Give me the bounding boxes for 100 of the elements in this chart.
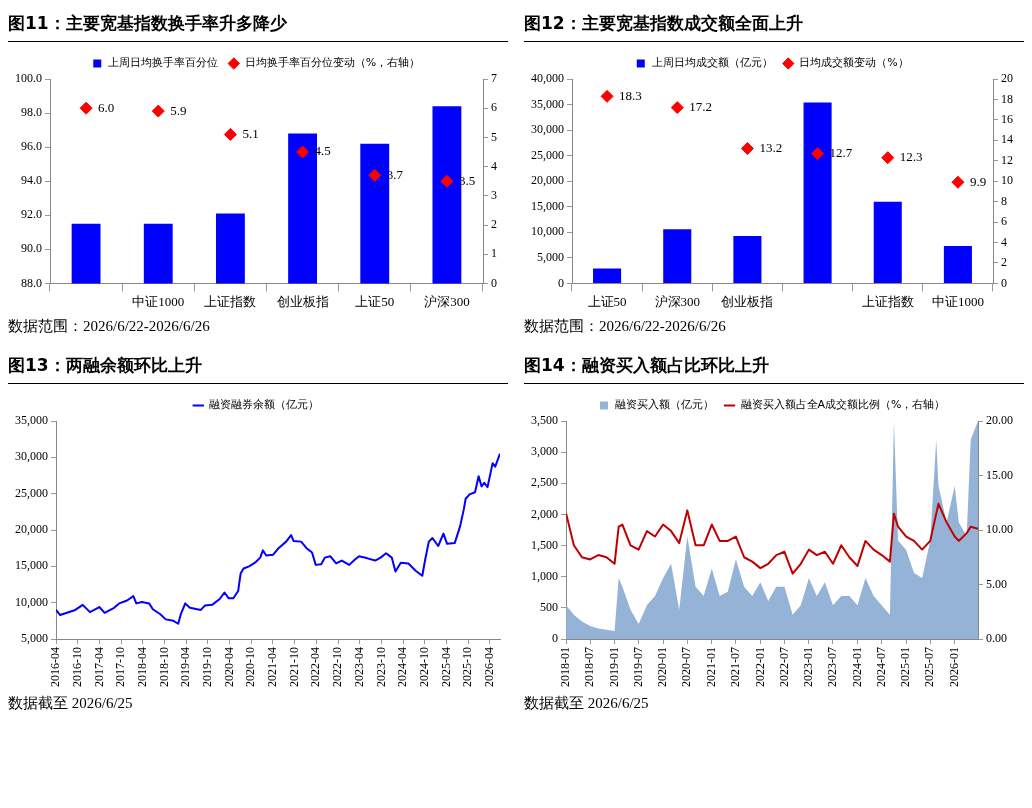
y-tick-label: 1,500 [531,537,558,552]
x-tick-label: 2020-07 [679,647,694,687]
legend-label: 日均换手率百分位变动（%，右轴） [244,56,421,70]
data-label: 12.3 [899,149,923,165]
x-tick-label: 2019-01 [606,647,621,687]
y-tick-label: 3,000 [531,444,558,459]
y-tick-label: 90.0 [21,241,42,256]
y-tick-label: 88.0 [21,275,42,290]
text: 数据截至 2026/6/25 [8,694,134,713]
y2-tick-label: 15.00 [986,467,1013,482]
bar [803,102,832,283]
x-tick-label: 2021-01 [703,647,718,687]
x-tick-label: 2022-10 [330,647,345,687]
x-tick-label: 2020-01 [655,647,670,687]
y-tick-label: 92.0 [21,207,42,222]
y2-tick-label: 16 [1001,112,1013,127]
x-tick-label: 2022-07 [776,647,791,687]
point [440,174,454,188]
y-tick-label: 500 [540,600,558,615]
x-tick-label: 2025-07 [922,647,937,687]
y2-tick-label: 1 [491,246,497,261]
text: 数据截至 2026/6/25 [524,694,650,713]
y2-tick-label: 2 [491,217,497,232]
x-tick-label: 2023-01 [801,647,816,687]
y2-tick-label: 4 [491,158,497,173]
text: 数据范围：2026/6/22-2026/6/26 [8,317,211,336]
x-tick-label: 2025-10 [460,647,475,687]
legend-label: 上周日均成交额（亿元） [651,56,773,70]
y-tick-label: 15,000 [15,558,48,573]
y-tick-label: 0 [558,275,564,290]
x-tick-label: 沪深300 [424,293,470,309]
chart-title: 图12：主要宽基指数成交额全面上升 [524,8,1024,42]
x-tick-label: 2026-04 [482,647,497,687]
point [951,175,965,189]
x-tick-label: 2022-04 [308,647,323,687]
x-tick-label: 2020-04 [221,647,236,687]
x-tick-label: 2018-04 [134,647,149,687]
y2-tick-label: 0.00 [986,631,1007,646]
x-tick-label: 2017-10 [113,647,128,687]
x-tick-label: 2018-10 [156,647,171,687]
bar [733,235,762,283]
x-tick-label: 创业板指 [276,293,329,309]
y2-tick-label: 3 [491,187,497,202]
x-tick-label: 中证1000 [931,293,984,309]
y2-tick-label: 8 [1001,193,1007,208]
x-tick-label: 上证50 [355,293,395,309]
data-label: 13.2 [759,139,783,155]
x-tick-label: 2023-10 [373,647,388,687]
bar [873,201,902,283]
chart-title: 图14：融资买入额占比环比上升 [524,350,1024,384]
y-tick-label: 5,000 [21,631,48,646]
y-tick-label: 15,000 [531,198,564,213]
x-tick-label: 2025-04 [438,647,453,687]
y2-tick-label: 0 [491,275,497,290]
x-tick-label: 2023-04 [351,647,366,687]
data-label: 5.1 [242,125,259,141]
point [600,89,614,103]
x-tick-label: 2021-10 [286,647,301,687]
y-tick-label: 1,000 [531,568,558,583]
x-tick-label: 上证指数 [861,293,914,309]
point [740,142,754,155]
x-tick-label: 2025-01 [898,647,913,687]
x-tick-label: 2026-01 [946,647,961,687]
bar [593,268,622,283]
x-tick-label: 2019-07 [630,647,645,687]
legend-label: 融资买入额占全A成交额比例（%，右轴） [740,398,946,412]
y2-tick-label: 6 [491,100,497,115]
x-tick-label: 2021-04 [265,647,280,687]
y-tick-label: 25,000 [531,147,564,162]
x-tick-label: 沪深300 [654,293,700,309]
x-tick-label: 2024-04 [395,647,410,687]
y2-tick-label: 7 [491,71,497,86]
point [811,147,825,161]
x-tick-label: 2020-10 [243,647,258,687]
point [79,101,93,115]
y2-tick-label: 14 [1001,132,1013,147]
text: 数据范围：2026/6/22-2026/6/26 [524,317,727,336]
x-tick-label: 2024-07 [873,647,888,687]
y-tick-label: 0 [552,631,558,646]
legend-label: 日均成交额变动（%） [799,56,909,70]
point [296,145,310,159]
x-tick-label: 创业板指 [721,293,774,309]
y-tick-label: 10,000 [15,594,48,609]
point [670,101,684,115]
y-tick-label: 2,500 [531,475,558,490]
x-tick-label: 2021-07 [728,647,743,687]
y2-tick-label: 10.00 [986,522,1013,537]
legend-label: 融资融券余额（亿元） [209,398,320,412]
y-tick-label: 35,000 [531,96,564,111]
x-tick-label: 2024-01 [849,647,864,687]
y2-tick-label: 20 [1001,71,1013,86]
x-tick-label: 2019-04 [178,647,193,687]
y-tick-label: 3,500 [531,413,558,428]
legend-label: 上周日均换手率百分位 [108,56,219,70]
legend-label: 融资买入额（亿元） [615,398,715,412]
data-label: 5.9 [170,102,187,118]
y2-tick-label: 6 [1001,214,1007,229]
point [223,127,237,141]
y-tick-label: 20,000 [531,173,564,188]
y-tick-label: 94.0 [21,173,42,188]
